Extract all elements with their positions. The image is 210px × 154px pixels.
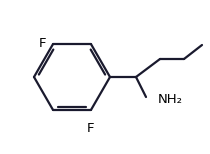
Text: F: F (87, 122, 95, 135)
Text: NH₂: NH₂ (158, 93, 183, 105)
Text: F: F (38, 37, 46, 50)
